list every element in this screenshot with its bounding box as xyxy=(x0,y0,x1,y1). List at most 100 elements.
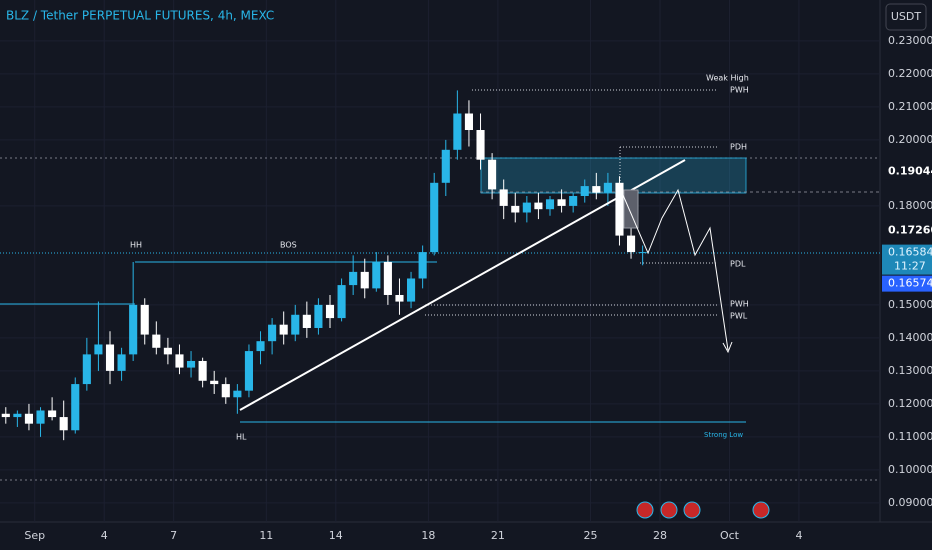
candle-body xyxy=(268,324,277,342)
event-icon[interactable] xyxy=(683,501,701,519)
supply-zone xyxy=(480,157,747,194)
candle-body xyxy=(499,189,508,206)
x-tick-label: 4 xyxy=(101,529,108,542)
candle-body xyxy=(140,304,149,335)
annotation: PWH xyxy=(730,86,749,95)
candle-body xyxy=(210,380,219,385)
candle-body xyxy=(453,113,462,150)
candle-body xyxy=(82,354,91,385)
x-tick-label: 21 xyxy=(491,529,505,542)
candle-body xyxy=(488,159,497,190)
price-label-box xyxy=(882,222,932,239)
x-tick-label: 4 xyxy=(795,529,802,542)
last-price-box xyxy=(882,275,932,292)
y-tick-label: 0.10000 xyxy=(888,463,932,476)
currency-button[interactable] xyxy=(885,3,927,31)
candle-body xyxy=(395,294,404,302)
annotation: HH xyxy=(130,241,142,250)
price-label-box xyxy=(882,244,932,275)
candle-body xyxy=(36,410,45,424)
candle-body xyxy=(325,304,335,319)
candle-body xyxy=(592,186,601,193)
candle-body xyxy=(418,252,427,279)
candle-body xyxy=(152,334,161,348)
candle-body xyxy=(221,384,230,398)
candle-body xyxy=(407,278,416,302)
last-price-label: 0.16574 xyxy=(888,277,932,290)
price-label-box xyxy=(882,163,932,180)
y-tick-label: 0.15000 xyxy=(888,298,932,311)
event-icon[interactable] xyxy=(752,501,770,519)
projection-path xyxy=(622,188,729,351)
candle-body xyxy=(580,186,589,196)
candles xyxy=(1,90,647,441)
x-tick-label: Oct xyxy=(720,529,740,542)
x-tick-label: 14 xyxy=(329,529,343,542)
candle-body xyxy=(59,417,68,431)
candle-body xyxy=(233,390,242,398)
grid xyxy=(0,0,880,522)
candle-body xyxy=(48,410,57,418)
candle-body xyxy=(314,304,323,328)
annotation: PWH xyxy=(730,300,749,309)
y-tick-label: 0.09000 xyxy=(888,496,932,509)
candle-body xyxy=(129,304,138,355)
x-tick-label: Sep xyxy=(24,529,45,542)
candle-body xyxy=(430,182,439,253)
x-tick-label: 7 xyxy=(170,529,177,542)
candle-body xyxy=(117,354,126,371)
annotation: BOS xyxy=(280,241,297,250)
axes: 0.23000 0.22000 0.21000 0.20000 0.18000 0.150… xyxy=(24,34,932,542)
candle-body xyxy=(291,314,300,335)
event-icon[interactable] xyxy=(660,501,678,519)
annotation: Strong Low xyxy=(704,431,743,439)
candle-body xyxy=(256,341,265,352)
candle-body xyxy=(603,182,612,193)
candle-body xyxy=(569,195,578,206)
breaker-box xyxy=(623,189,639,229)
candle-body xyxy=(302,314,311,328)
y-tick-label: 0.11000 xyxy=(888,430,932,443)
countdown: 11:27 xyxy=(894,260,926,273)
annotation: PDH xyxy=(730,143,747,152)
candle-body xyxy=(557,199,566,206)
candle-body xyxy=(105,344,115,371)
candle-body xyxy=(372,261,381,289)
event-icons xyxy=(636,501,770,519)
chart-title: BLZ / Tether PERPETUAL FUTURES, 4h, MEXC xyxy=(6,9,274,23)
x-tick-label: 25 xyxy=(584,529,598,542)
x-tick-label: 28 xyxy=(653,529,667,542)
candle-body xyxy=(476,130,485,160)
candle-body xyxy=(522,202,531,213)
y-tick-label: 0.18000 xyxy=(888,199,932,212)
candle-body xyxy=(198,360,207,381)
x-tick-label: 18 xyxy=(421,529,435,542)
candle-body xyxy=(279,324,288,335)
y-tick-label: 0.23000 xyxy=(888,34,932,47)
y-tick-label: 0.12000 xyxy=(888,397,932,410)
y-tick-label: 0.21000 xyxy=(888,100,932,113)
x-tick-label: 11 xyxy=(259,529,273,542)
candle-body xyxy=(71,384,80,431)
y-tick-label: 0.13000 xyxy=(888,364,932,377)
annotation: PDL xyxy=(730,260,746,269)
y-tick-label: 0.20000 xyxy=(888,133,932,146)
candle-body xyxy=(163,347,172,355)
price-label: 0.19044 xyxy=(888,164,932,177)
annotation: PWL xyxy=(730,312,748,321)
currency-label[interactable]: USDT xyxy=(891,10,922,23)
event-icon[interactable] xyxy=(636,501,654,519)
y-tick-label: 0.22000 xyxy=(888,67,932,80)
annotation: Weak High xyxy=(706,74,749,83)
candle-body xyxy=(545,199,555,210)
candle-body xyxy=(441,149,450,183)
candle-body xyxy=(175,354,184,368)
candle-body xyxy=(627,235,636,253)
y-tick-label: 0.14000 xyxy=(888,331,932,344)
candle-body xyxy=(638,252,647,254)
candle-body xyxy=(94,344,103,355)
annotation: HL xyxy=(236,433,247,442)
